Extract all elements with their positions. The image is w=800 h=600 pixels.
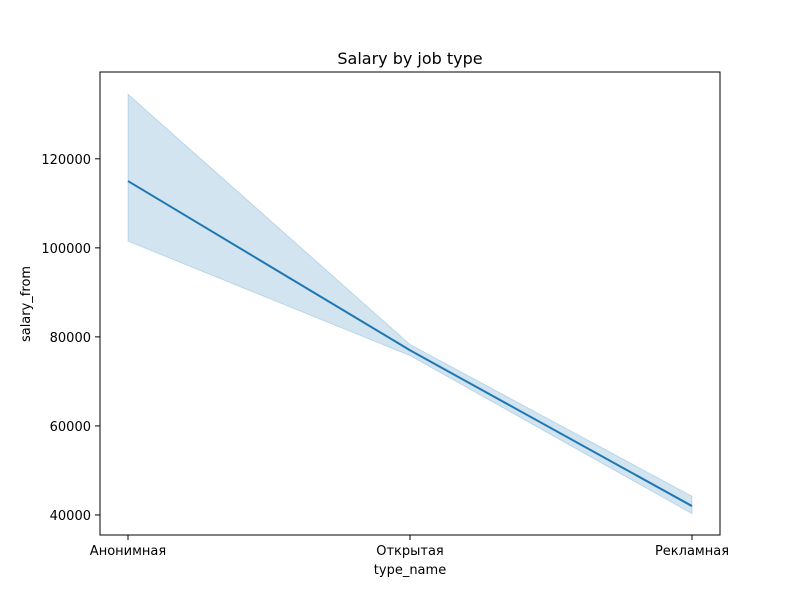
x-axis-ticks: Анонимная Открытая Рекламная bbox=[90, 535, 729, 559]
y-tick-label: 80000 bbox=[50, 331, 91, 346]
x-tick-label: Открытая bbox=[376, 544, 444, 559]
y-tick-label: 100000 bbox=[41, 242, 91, 257]
confidence-band-0 bbox=[127, 93, 693, 515]
series-line-0 bbox=[127, 180, 693, 507]
y-axis-label: salary_from bbox=[19, 266, 34, 342]
x-tick-label: Рекламная bbox=[655, 544, 729, 559]
x-tick-label: Анонимная bbox=[90, 544, 166, 559]
y-axis-ticks: 40000 60000 80000 100000 120000 bbox=[41, 153, 100, 524]
x-axis-label: type_name bbox=[374, 563, 446, 578]
y-tick-label: 120000 bbox=[41, 153, 91, 168]
chart-title: Salary by job type bbox=[337, 49, 482, 68]
y-tick-label: 40000 bbox=[50, 509, 91, 524]
plot-frame bbox=[99, 71, 721, 536]
plot-layer bbox=[127, 93, 693, 515]
y-tick-label: 60000 bbox=[50, 420, 91, 435]
